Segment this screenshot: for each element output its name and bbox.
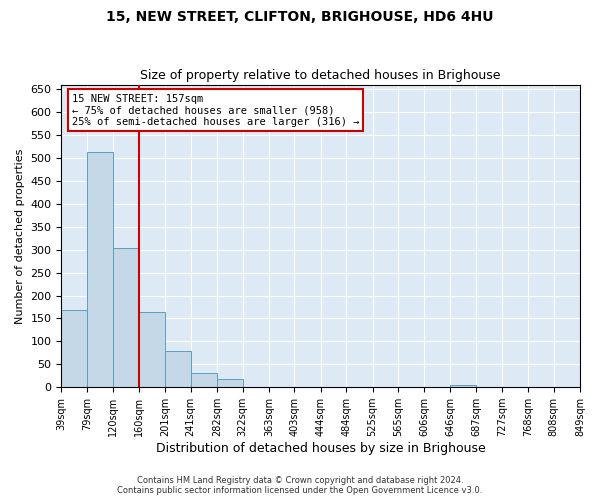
- Bar: [113, 248, 139, 387]
- Bar: [191, 374, 217, 387]
- Title: Size of property relative to detached houses in Brighouse: Size of property relative to detached ho…: [140, 69, 501, 82]
- Bar: [450, 385, 476, 387]
- Bar: [87, 152, 113, 387]
- Y-axis label: Number of detached properties: Number of detached properties: [15, 148, 25, 324]
- Bar: [61, 310, 87, 387]
- Text: Contains HM Land Registry data © Crown copyright and database right 2024.
Contai: Contains HM Land Registry data © Crown c…: [118, 476, 482, 495]
- Text: 15, NEW STREET, CLIFTON, BRIGHOUSE, HD6 4HU: 15, NEW STREET, CLIFTON, BRIGHOUSE, HD6 …: [106, 10, 494, 24]
- Bar: [139, 312, 165, 387]
- Bar: [217, 380, 242, 387]
- Bar: [165, 352, 191, 387]
- Text: 15 NEW STREET: 157sqm
← 75% of detached houses are smaller (958)
25% of semi-det: 15 NEW STREET: 157sqm ← 75% of detached …: [72, 94, 359, 127]
- X-axis label: Distribution of detached houses by size in Brighouse: Distribution of detached houses by size …: [156, 442, 485, 455]
